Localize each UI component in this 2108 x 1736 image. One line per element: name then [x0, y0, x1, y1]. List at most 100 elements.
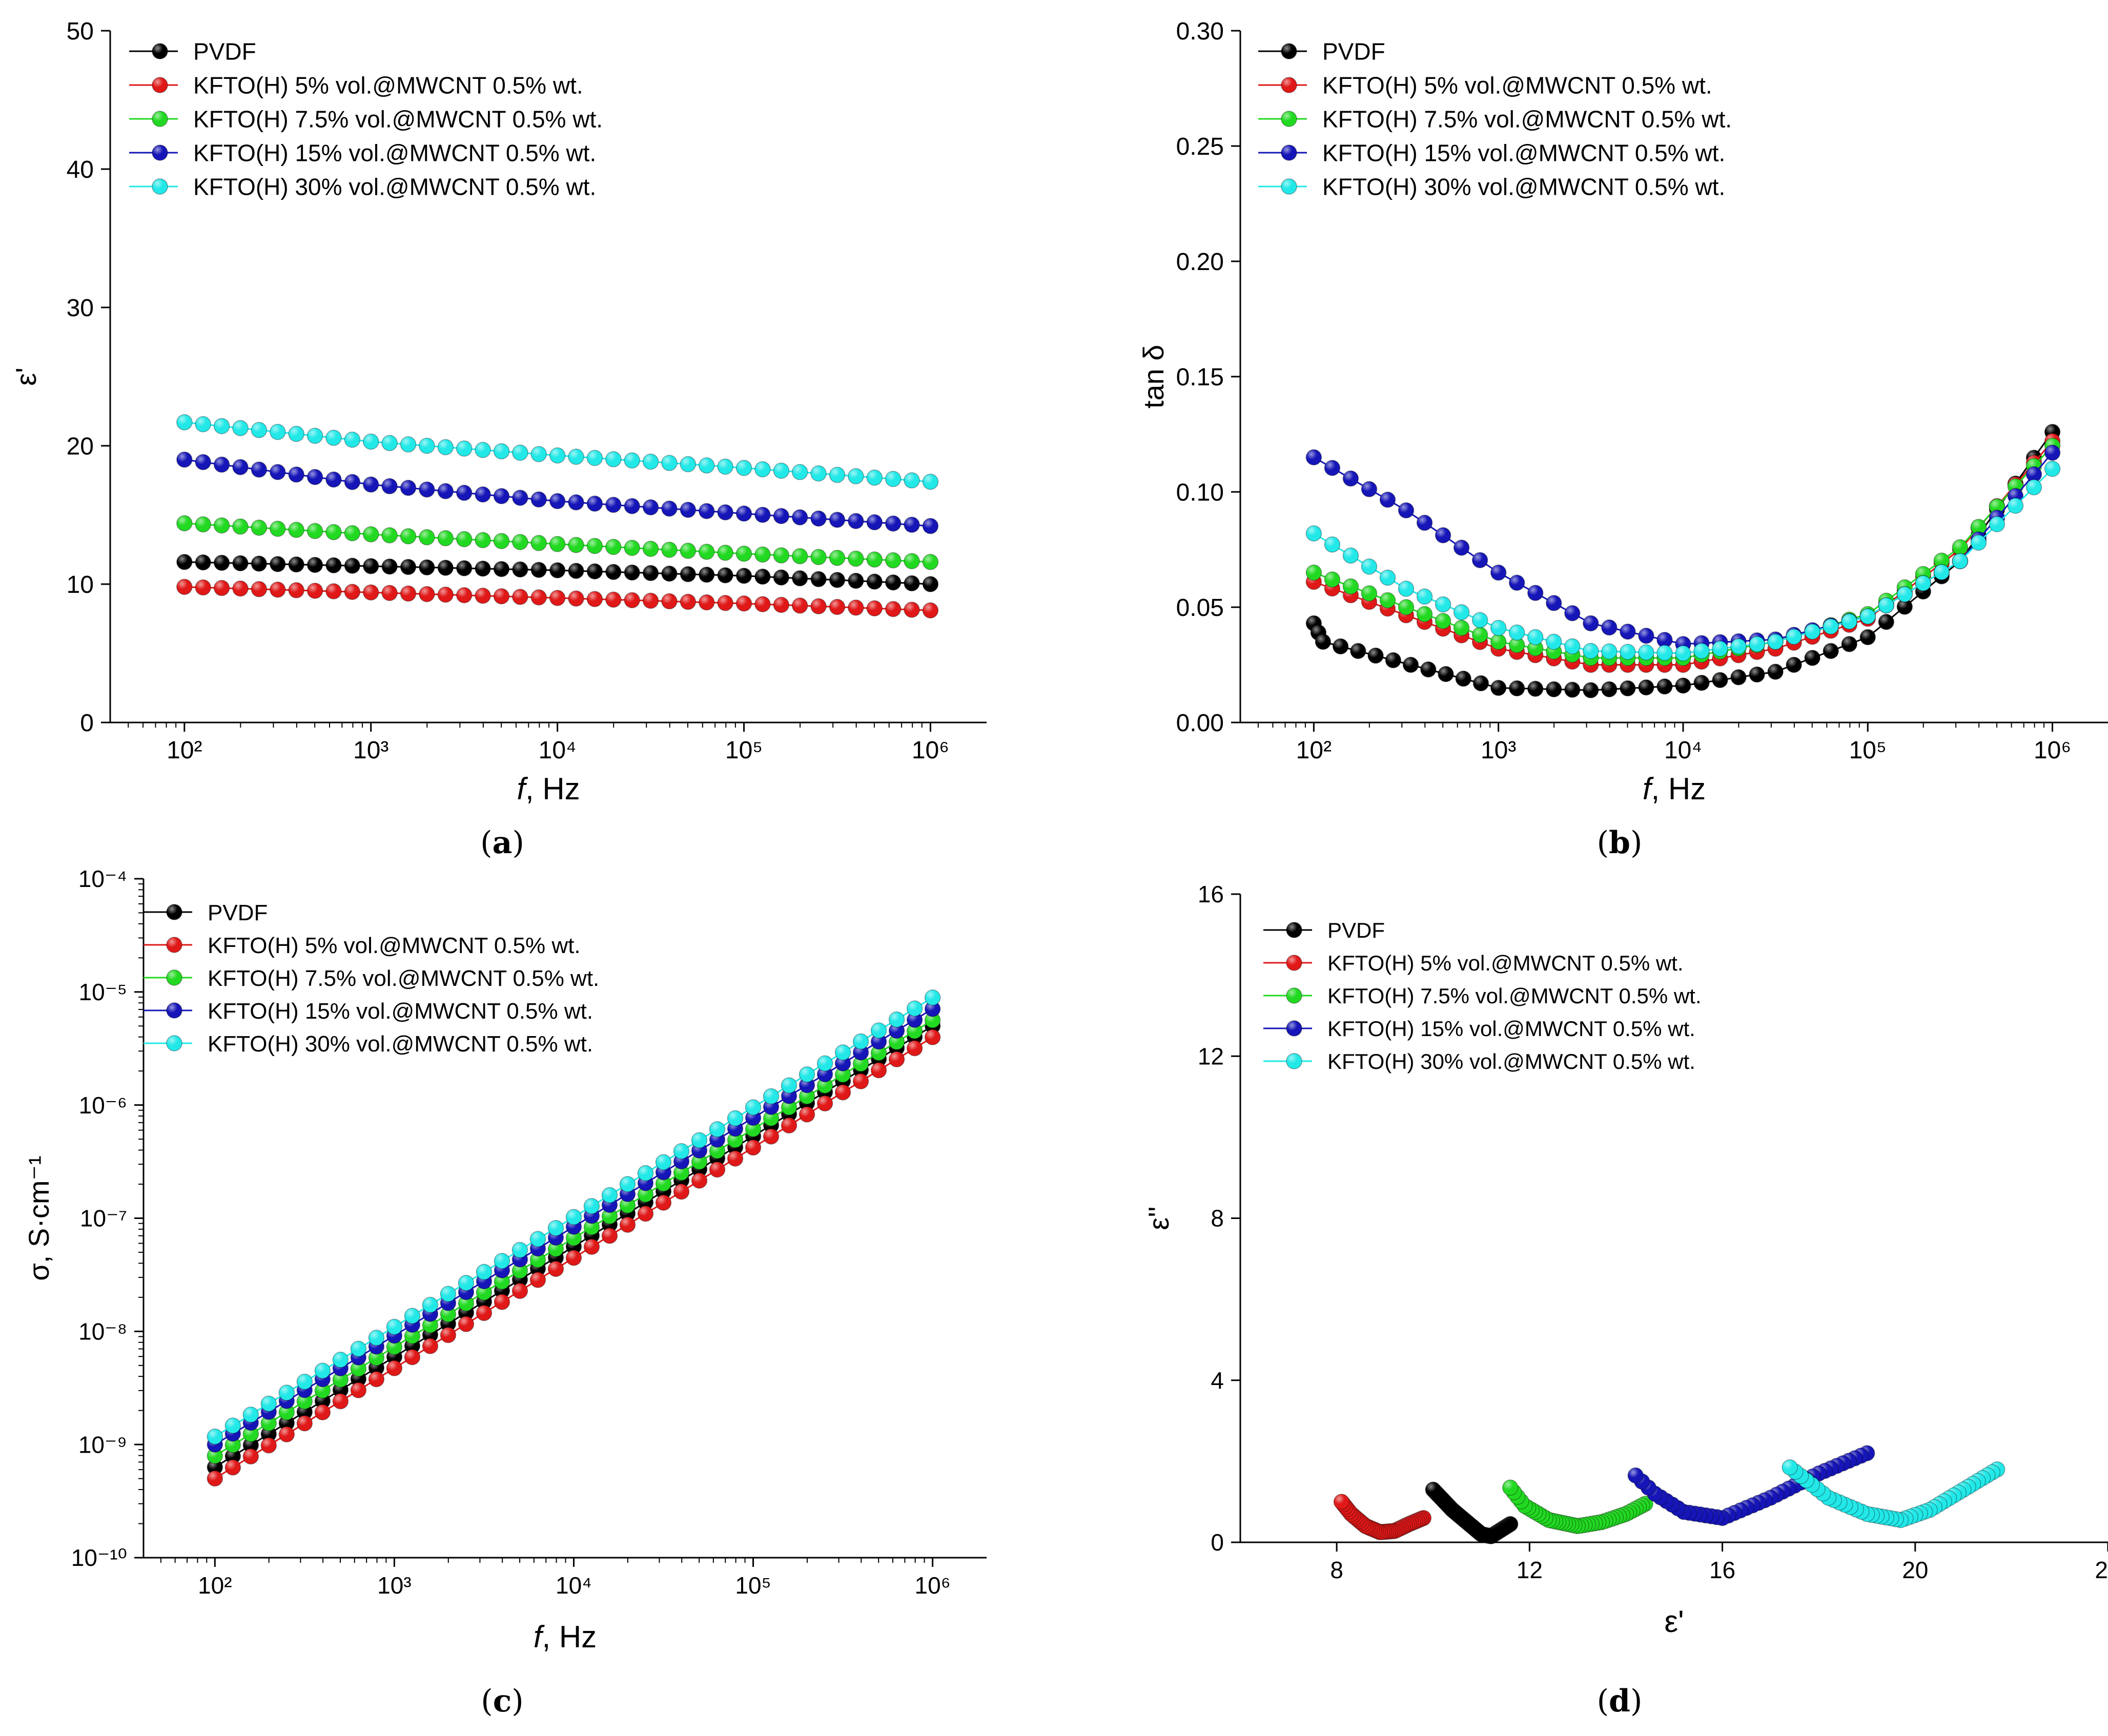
data-point-shine — [440, 1286, 456, 1302]
data-point-shine — [1601, 619, 1617, 635]
data-point-shine — [885, 471, 901, 487]
legend-marker-shine — [167, 1003, 182, 1018]
data-point-shine — [1786, 629, 1802, 645]
data-point-shine — [344, 558, 360, 574]
data-point-shine — [699, 567, 714, 583]
data-point-shine — [325, 430, 341, 446]
series-group — [176, 554, 939, 592]
data-point-shine — [530, 1272, 546, 1288]
data-point-shine — [315, 1382, 331, 1398]
x-tick-label: 20 — [1902, 1557, 1928, 1583]
data-point-shine — [1749, 636, 1765, 652]
data-point-shine — [512, 490, 528, 506]
data-point-shine — [781, 1100, 797, 1115]
data-point-shine — [270, 464, 285, 480]
data-point-shine — [587, 495, 603, 511]
data-point-shine — [1860, 609, 1876, 624]
legend-entry: KFTO(H) 30% vol.@MWCNT 0.5% wt. — [144, 1031, 593, 1057]
data-point-shine — [904, 472, 920, 488]
data-point-shine — [727, 1110, 743, 1126]
data-point-shine — [568, 591, 584, 607]
data-point-shine — [2026, 466, 2042, 482]
legend-label: KFTO(H) 5% vol.@MWCNT 0.5% wt. — [208, 933, 581, 958]
data-point-shine — [1454, 620, 1469, 636]
data-point-shine — [871, 1034, 887, 1049]
data-point-shine — [602, 1208, 618, 1224]
data-point-shine — [549, 590, 565, 606]
data-point-shine — [386, 1319, 402, 1335]
data-point-shine — [1398, 600, 1414, 615]
data-point-shine — [251, 581, 267, 597]
x-tick-label: 10² — [198, 1572, 232, 1599]
data-point-shine — [718, 567, 733, 583]
data-point-shine — [699, 458, 714, 473]
data-point-shine — [923, 576, 938, 592]
series-group — [1782, 1459, 2005, 1528]
data-point-shine — [494, 588, 509, 604]
data-point-shine — [773, 570, 789, 586]
data-point-shine — [243, 1449, 259, 1464]
data-point-shine — [400, 528, 416, 544]
data-point-shine — [270, 521, 285, 536]
legend-marker-shine — [152, 111, 168, 127]
x-axis-label: f, Hz — [517, 772, 580, 806]
data-point-shine — [494, 1294, 510, 1310]
data-point-shine — [885, 574, 901, 590]
y-tick-label: 0.25 — [1176, 133, 1224, 160]
data-point-shine — [297, 1393, 313, 1409]
data-point-shine — [923, 474, 938, 490]
data-point-shine — [1878, 597, 1894, 613]
series-group — [1305, 461, 2061, 662]
y-tick-label: 10⁻⁸ — [78, 1318, 127, 1345]
x-axis-label-var: f — [1643, 772, 1654, 806]
data-point-shine — [1628, 1468, 1644, 1483]
data-point-shine — [799, 1088, 815, 1104]
data-point-shine — [1509, 637, 1525, 653]
legend-label: KFTO(H) 5% vol.@MWCNT 0.5% wt. — [1327, 951, 1684, 975]
data-point-shine — [1385, 652, 1401, 668]
y-tick-label: 10⁻¹⁰ — [71, 1544, 127, 1571]
data-point-shine — [1306, 526, 1322, 541]
data-point-shine — [889, 1051, 905, 1067]
legend-label: KFTO(H) 15% vol.@MWCNT 0.5% wt. — [193, 140, 596, 167]
data-point-shine — [1343, 470, 1359, 486]
data-point-shine — [458, 1295, 474, 1311]
legend-label: KFTO(H) 15% vol.@MWCNT 0.5% wt. — [208, 999, 593, 1024]
data-point-shine — [176, 452, 192, 467]
data-point-shine — [297, 1404, 313, 1420]
data-point-shine — [243, 1407, 259, 1422]
data-point-shine — [817, 1056, 833, 1071]
data-point-shine — [1952, 540, 1968, 555]
data-point-shine — [307, 428, 323, 444]
data-point-shine — [225, 1437, 241, 1453]
data-point-shine — [1527, 640, 1543, 656]
legend-marker-shine — [1281, 179, 1297, 194]
data-point-shine — [1380, 592, 1396, 608]
data-point-shine — [195, 554, 211, 570]
data-point-shine — [773, 463, 789, 479]
data-point-shine — [344, 432, 360, 448]
data-point-shine — [549, 493, 565, 509]
data-point-shine — [1380, 492, 1396, 508]
data-point-shine — [605, 451, 621, 467]
data-point-shine — [1546, 681, 1562, 697]
data-point-shine — [1472, 612, 1488, 628]
data-point-shine — [1324, 460, 1340, 476]
data-point-shine — [307, 583, 323, 598]
data-point-shine — [763, 1099, 779, 1115]
x-tick-label: 10⁶ — [912, 737, 949, 764]
data-point-shine — [176, 554, 192, 570]
data-point-shine — [207, 1459, 223, 1475]
legend-marker-shine — [1286, 1021, 1302, 1036]
data-point-shine — [494, 1253, 510, 1269]
data-point-shine — [1472, 627, 1488, 643]
panel-c: 10² 10³ 10⁴ 10⁵ 10⁶ 10⁻¹⁰ 10⁻⁹ 10⁻⁸ 10⁻⁷ 10⁻⁶ 10⁻⁵… — [23, 865, 987, 1719]
data-point-shine — [661, 501, 677, 516]
data-point-shine — [661, 455, 677, 471]
data-point-shine — [889, 1011, 905, 1027]
series-group — [176, 414, 939, 490]
data-point-shine — [643, 500, 659, 515]
y-tick-label: 0.30 — [1176, 18, 1224, 45]
data-point-shine — [419, 529, 435, 545]
